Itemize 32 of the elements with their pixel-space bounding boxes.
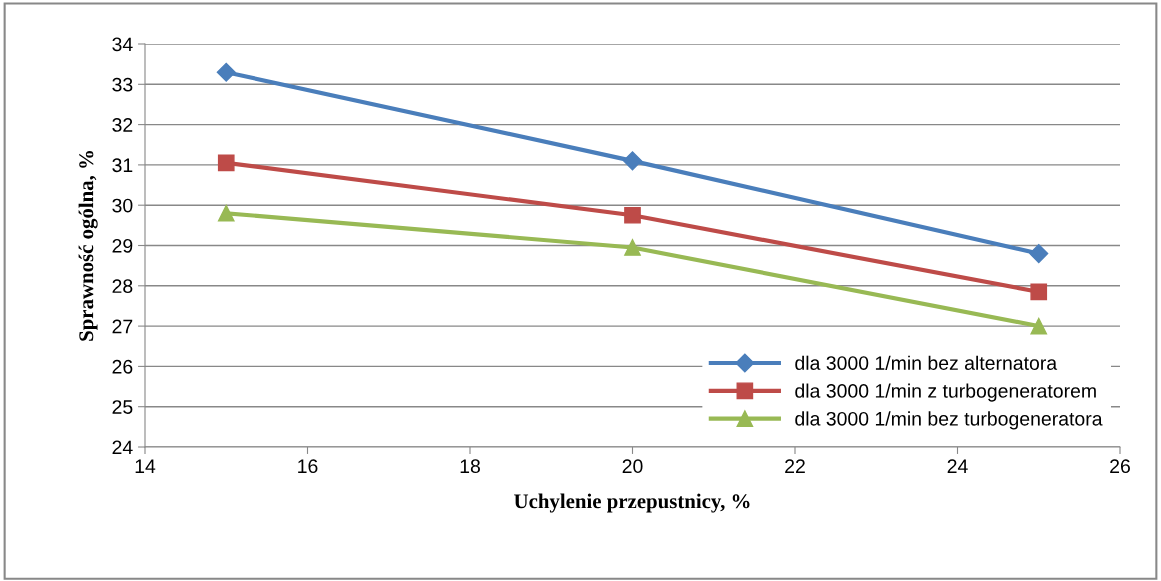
legend-label: dla 3000 1/min z turbogeneratorem (795, 383, 1096, 402)
x-tick-label: 16 (298, 459, 318, 474)
point (624, 239, 641, 256)
point (1030, 317, 1048, 335)
x-tick-label: 22 (785, 459, 805, 473)
y-tick-label: 24 (112, 440, 133, 455)
point (216, 62, 236, 82)
y-tick-label: 27 (112, 319, 133, 334)
x-tick-label: 26 (1110, 459, 1130, 474)
point (1030, 283, 1048, 301)
y-axis-title: Sprawność ogólna, % (78, 151, 98, 341)
point (217, 154, 235, 172)
legend-label: dla 3000 1/min bez turbogeneratora (795, 411, 1103, 430)
x-axis-title: Uchylenie przepustnicy, % (514, 493, 750, 513)
y-tick-label: 32 (112, 118, 133, 132)
point (217, 204, 235, 222)
y-tick-label: 30 (112, 198, 133, 213)
y-tick-label: 25 (112, 400, 133, 414)
x-tick-label: 24 (947, 459, 968, 473)
y-tick-label: 34 (112, 37, 133, 52)
point (624, 206, 641, 224)
y-tick-label: 26 (112, 359, 133, 374)
point (1029, 244, 1049, 264)
x-tick-label: 20 (622, 459, 643, 474)
x-tick-label: 14 (135, 459, 156, 473)
legend-label: dla 3000 1/min bez alternatora (795, 355, 1058, 370)
y-tick-label: 33 (112, 77, 133, 92)
y-tick-label: 28 (112, 279, 133, 294)
x-tick-label: 18 (460, 459, 480, 474)
point (622, 151, 643, 171)
y-tick-label: 31 (112, 158, 133, 173)
y-tick-label: 29 (112, 238, 133, 253)
